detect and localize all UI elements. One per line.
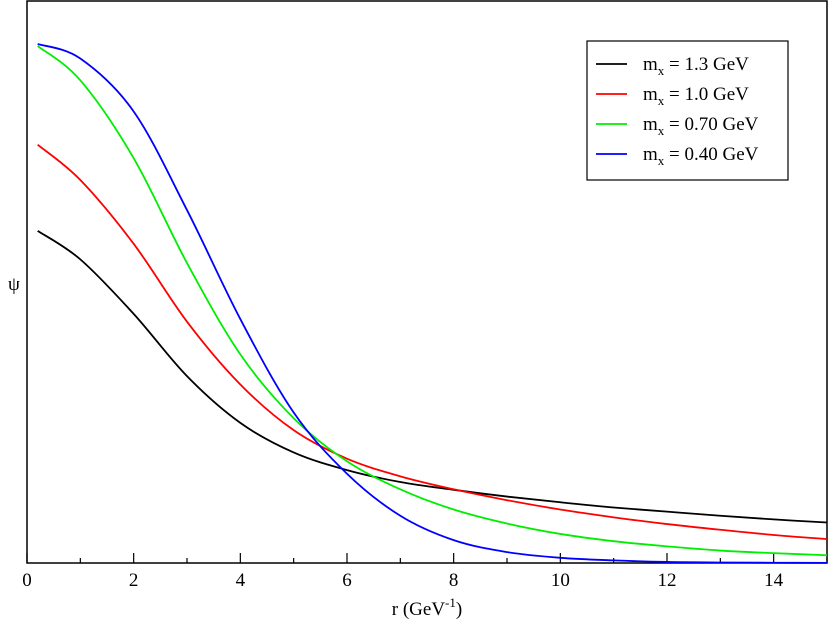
series-line-4	[37, 43, 828, 564]
series-line-1	[37, 230, 828, 524]
legend-label-2: mx = 1.0 GeV	[643, 84, 749, 108]
x-tick-label: 2	[129, 570, 139, 591]
legend: mx = 1.3 GeV mx = 1.0 GeV mx = 0.70 GeV mx …	[586, 40, 789, 181]
y-axis-label: ψ	[8, 274, 20, 295]
x-tick-label: 14	[764, 570, 784, 591]
x-tick-label: 8	[449, 570, 459, 591]
legend-label-4: mx = 0.40 GeV	[643, 144, 759, 168]
x-tick-label: 12	[658, 570, 677, 591]
legend-label-1: mx = 1.3 GeV	[643, 54, 749, 78]
x-tick-label: 6	[342, 570, 352, 591]
plot-area-frame	[26, 0, 828, 564]
series-line-3	[37, 45, 828, 557]
x-tick-label: 0	[22, 570, 32, 591]
series-line-2	[37, 143, 828, 541]
x-tick-label: 10	[551, 570, 570, 591]
x-axis-tick-labels: 0 2 4 6 8 10 12 14	[22, 570, 783, 591]
legend-label-3: mx = 0.70 GeV	[643, 114, 759, 138]
series-lines	[37, 43, 828, 564]
x-tick-label: 4	[236, 570, 246, 591]
x-axis-label: r (GeV-1)	[392, 595, 462, 620]
